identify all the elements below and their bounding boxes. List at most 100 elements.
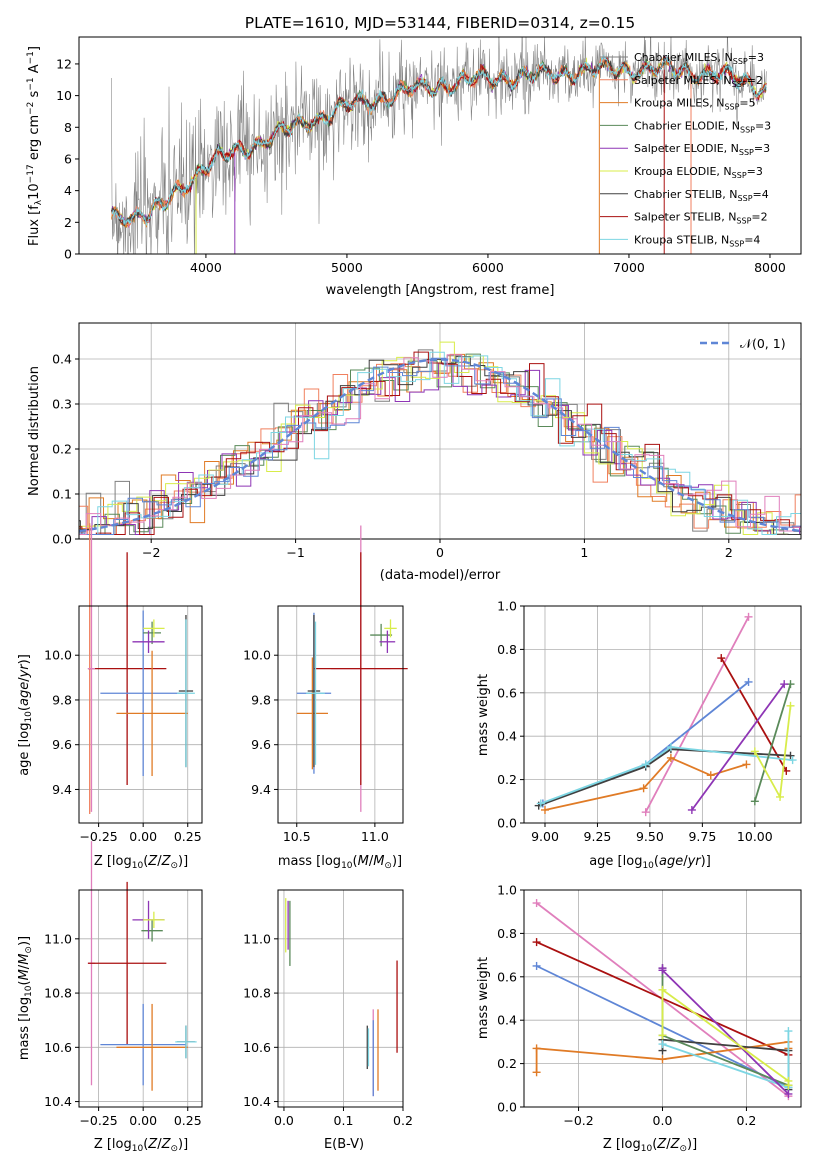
spectrum-xtick-label: 6000 xyxy=(472,260,504,275)
weight-age-ytick-label: 0.8 xyxy=(497,642,517,657)
spectrum-ylabel: Flux [fλ10−17 erg cm−2 s−1 A−1] xyxy=(26,46,44,246)
spectrum-lines xyxy=(111,37,767,254)
mass-z-panel: −0.25 0.00 0.25 10.4 10.6 10.8 11.0 xyxy=(44,841,203,1128)
mass-z-ytick-label: 10.8 xyxy=(44,986,72,1001)
residual-ytick-label: 0.4 xyxy=(52,352,72,367)
age-mass-ytick-label: 9.6 xyxy=(251,737,271,752)
legend-label: Salpeter ELODIE, NSSP=3 xyxy=(634,142,770,157)
legend-label: Chabrier STELIB, NSSP=4 xyxy=(634,188,769,203)
spectrum-ytick-label: 10 xyxy=(56,88,72,103)
residual-data xyxy=(79,341,801,535)
residual-xtick-label: 1 xyxy=(580,545,588,560)
age-z-data xyxy=(87,523,195,815)
age-z-ticks: −0.25 0.00 0.25 9.4 9.6 9.8 10.0 xyxy=(44,648,202,844)
age-mass-ytick-label: 10.0 xyxy=(243,648,271,663)
mass-ebv-ytick-label: 10.8 xyxy=(243,986,271,1001)
weight-z-panel: −0.2 0.0 0.2 0.0 0.2 0.4 0.6 0.8 1.0 xyxy=(497,883,802,1129)
weight-age-ytick-label: 0.4 xyxy=(497,729,517,744)
weight-z-ytick-label: 0.0 xyxy=(497,1100,517,1115)
age-z-ytick-label: 9.8 xyxy=(52,692,72,707)
mass-ebv-ytick-label: 10.4 xyxy=(243,1094,271,1109)
spectrum-xlabel: wavelength [Angstrom, rest frame] xyxy=(326,283,555,298)
model-fit-line xyxy=(111,55,767,226)
residual-ytick-label: 0.2 xyxy=(52,442,72,457)
mass-ebv-grid xyxy=(278,890,404,1107)
model-fit-line xyxy=(111,56,767,227)
age-z-ytick-label: 9.6 xyxy=(52,737,72,752)
spectrum-xtick-label: 8000 xyxy=(754,260,786,275)
weight-line xyxy=(644,616,750,813)
residual-ticks: −2 −1 0 1 2 0.0 0.1 0.2 0.3 0.4 xyxy=(52,352,733,561)
spectrum-xtick-label: 7000 xyxy=(613,260,645,275)
weight-line xyxy=(753,683,792,802)
age-mass-xtick-label: 11.0 xyxy=(361,829,389,844)
weight-line xyxy=(661,988,790,1086)
mass-ebv-xlabel: E(B-V) xyxy=(324,1137,364,1152)
legend-label: Kroupa ELODIE, NSSP=3 xyxy=(634,165,763,180)
age-mass-ytick-label: 9.8 xyxy=(251,692,271,707)
weight-z-ytick-label: 0.2 xyxy=(497,1056,517,1071)
histogram-step xyxy=(79,354,801,535)
age-z-grid xyxy=(79,606,202,823)
weight-z-data xyxy=(532,899,793,1101)
weight-z-ticks: −0.2 0.0 0.2 0.0 0.2 0.4 0.6 0.8 1.0 xyxy=(497,883,756,1129)
weight-age-grid xyxy=(524,605,801,824)
legend-label: Chabrier MILES, NSSP=3 xyxy=(634,51,764,66)
legend-label: Kroupa STELIB, NSSP=4 xyxy=(634,233,760,248)
weight-age-ytick-label: 0.6 xyxy=(497,685,517,700)
age-mass-panel: 10.5 11.0 9.4 9.6 9.8 10.0 xyxy=(243,525,408,844)
residual-xlabel: (data-model)/error xyxy=(380,568,501,583)
weight-age-xtick-label: 10.00 xyxy=(737,829,773,844)
residual-xtick-label: −2 xyxy=(142,545,160,560)
weight-z-xtick-label: −0.2 xyxy=(563,1113,593,1128)
residual-xtick-label: 2 xyxy=(725,545,733,560)
histogram-step xyxy=(79,363,801,535)
residual-xtick-label: 0 xyxy=(436,545,444,560)
spectrum-data xyxy=(111,37,767,254)
legend-label: Chabrier ELODIE, NSSP=3 xyxy=(634,119,771,134)
spectrum-axes-frame xyxy=(78,36,802,255)
age-z-ylabel: age [log10(age/yr)] xyxy=(17,654,34,776)
histogram-step xyxy=(79,353,801,535)
mass-z-ytick-label: 11.0 xyxy=(44,931,72,946)
spectrum-ytick-label: 0 xyxy=(64,247,72,262)
histogram-step xyxy=(79,341,801,535)
residual-xtick-label: −1 xyxy=(286,545,304,560)
spectrum-legend: Chabrier MILES, NSSP=3 Salpeter MILES, NS… xyxy=(600,51,771,248)
spectrum-ytick-label: 12 xyxy=(56,56,72,71)
spectrum-ytick-label: 4 xyxy=(64,183,72,198)
age-z-xlabel: Z [log10(Z/Z⊙)] xyxy=(94,854,188,871)
mass-ebv-axes-frame xyxy=(277,889,404,1108)
weight-age-ytick-label: 0.0 xyxy=(497,816,517,831)
mass-z-ytick-label: 10.6 xyxy=(44,1040,72,1055)
histogram-step xyxy=(79,363,801,535)
mass-z-xlabel: Z [log10(Z/Z⊙)] xyxy=(94,1137,188,1154)
weight-line xyxy=(720,657,788,772)
residual-ytick-label: 0.0 xyxy=(52,532,72,547)
weight-age-ylabel: mass weight xyxy=(476,674,491,756)
parameter-panels: −0.25 0.00 0.259.49.69.810.010.5 11.09.49.6… xyxy=(44,523,802,1129)
age-mass-axes-frame xyxy=(277,605,404,824)
spectrum-ytick-label: 8 xyxy=(64,120,72,135)
weight-age-xtick-label: 9.00 xyxy=(531,829,559,844)
mass-ebv-data xyxy=(285,898,398,1097)
legend-label: Salpeter STELIB, NSSP=2 xyxy=(634,211,768,226)
spectrum-panel: PLATE=1610, MJD=53144, FIBERID=0314, z=0… xyxy=(26,14,802,298)
residual-ytick-label: 0.3 xyxy=(52,397,72,412)
weight-z-ytick-label: 1.0 xyxy=(497,883,517,898)
mass-ebv-ytick-label: 10.6 xyxy=(243,1040,271,1055)
weight-age-ytick-label: 1.0 xyxy=(497,599,517,614)
legend-label: Kroupa MILES, NSSP=5 xyxy=(634,97,756,112)
spectrum-ytick-label: 2 xyxy=(64,215,72,230)
normal-distribution-curve xyxy=(79,358,801,533)
mass-ebv-xtick-label: 0.0 xyxy=(274,1113,294,1128)
mass-ebv-ytick-label: 11.0 xyxy=(243,931,271,946)
weight-age-data xyxy=(534,612,797,817)
mass-z-xtick-label: −0.25 xyxy=(79,1113,117,1128)
weight-line xyxy=(691,683,785,811)
spectrum-xtick-label: 4000 xyxy=(190,260,222,275)
weight-line xyxy=(661,968,790,1095)
age-mass-data xyxy=(296,525,408,812)
mass-z-ylabel: mass [log10(M/M⊙)] xyxy=(17,936,34,1060)
